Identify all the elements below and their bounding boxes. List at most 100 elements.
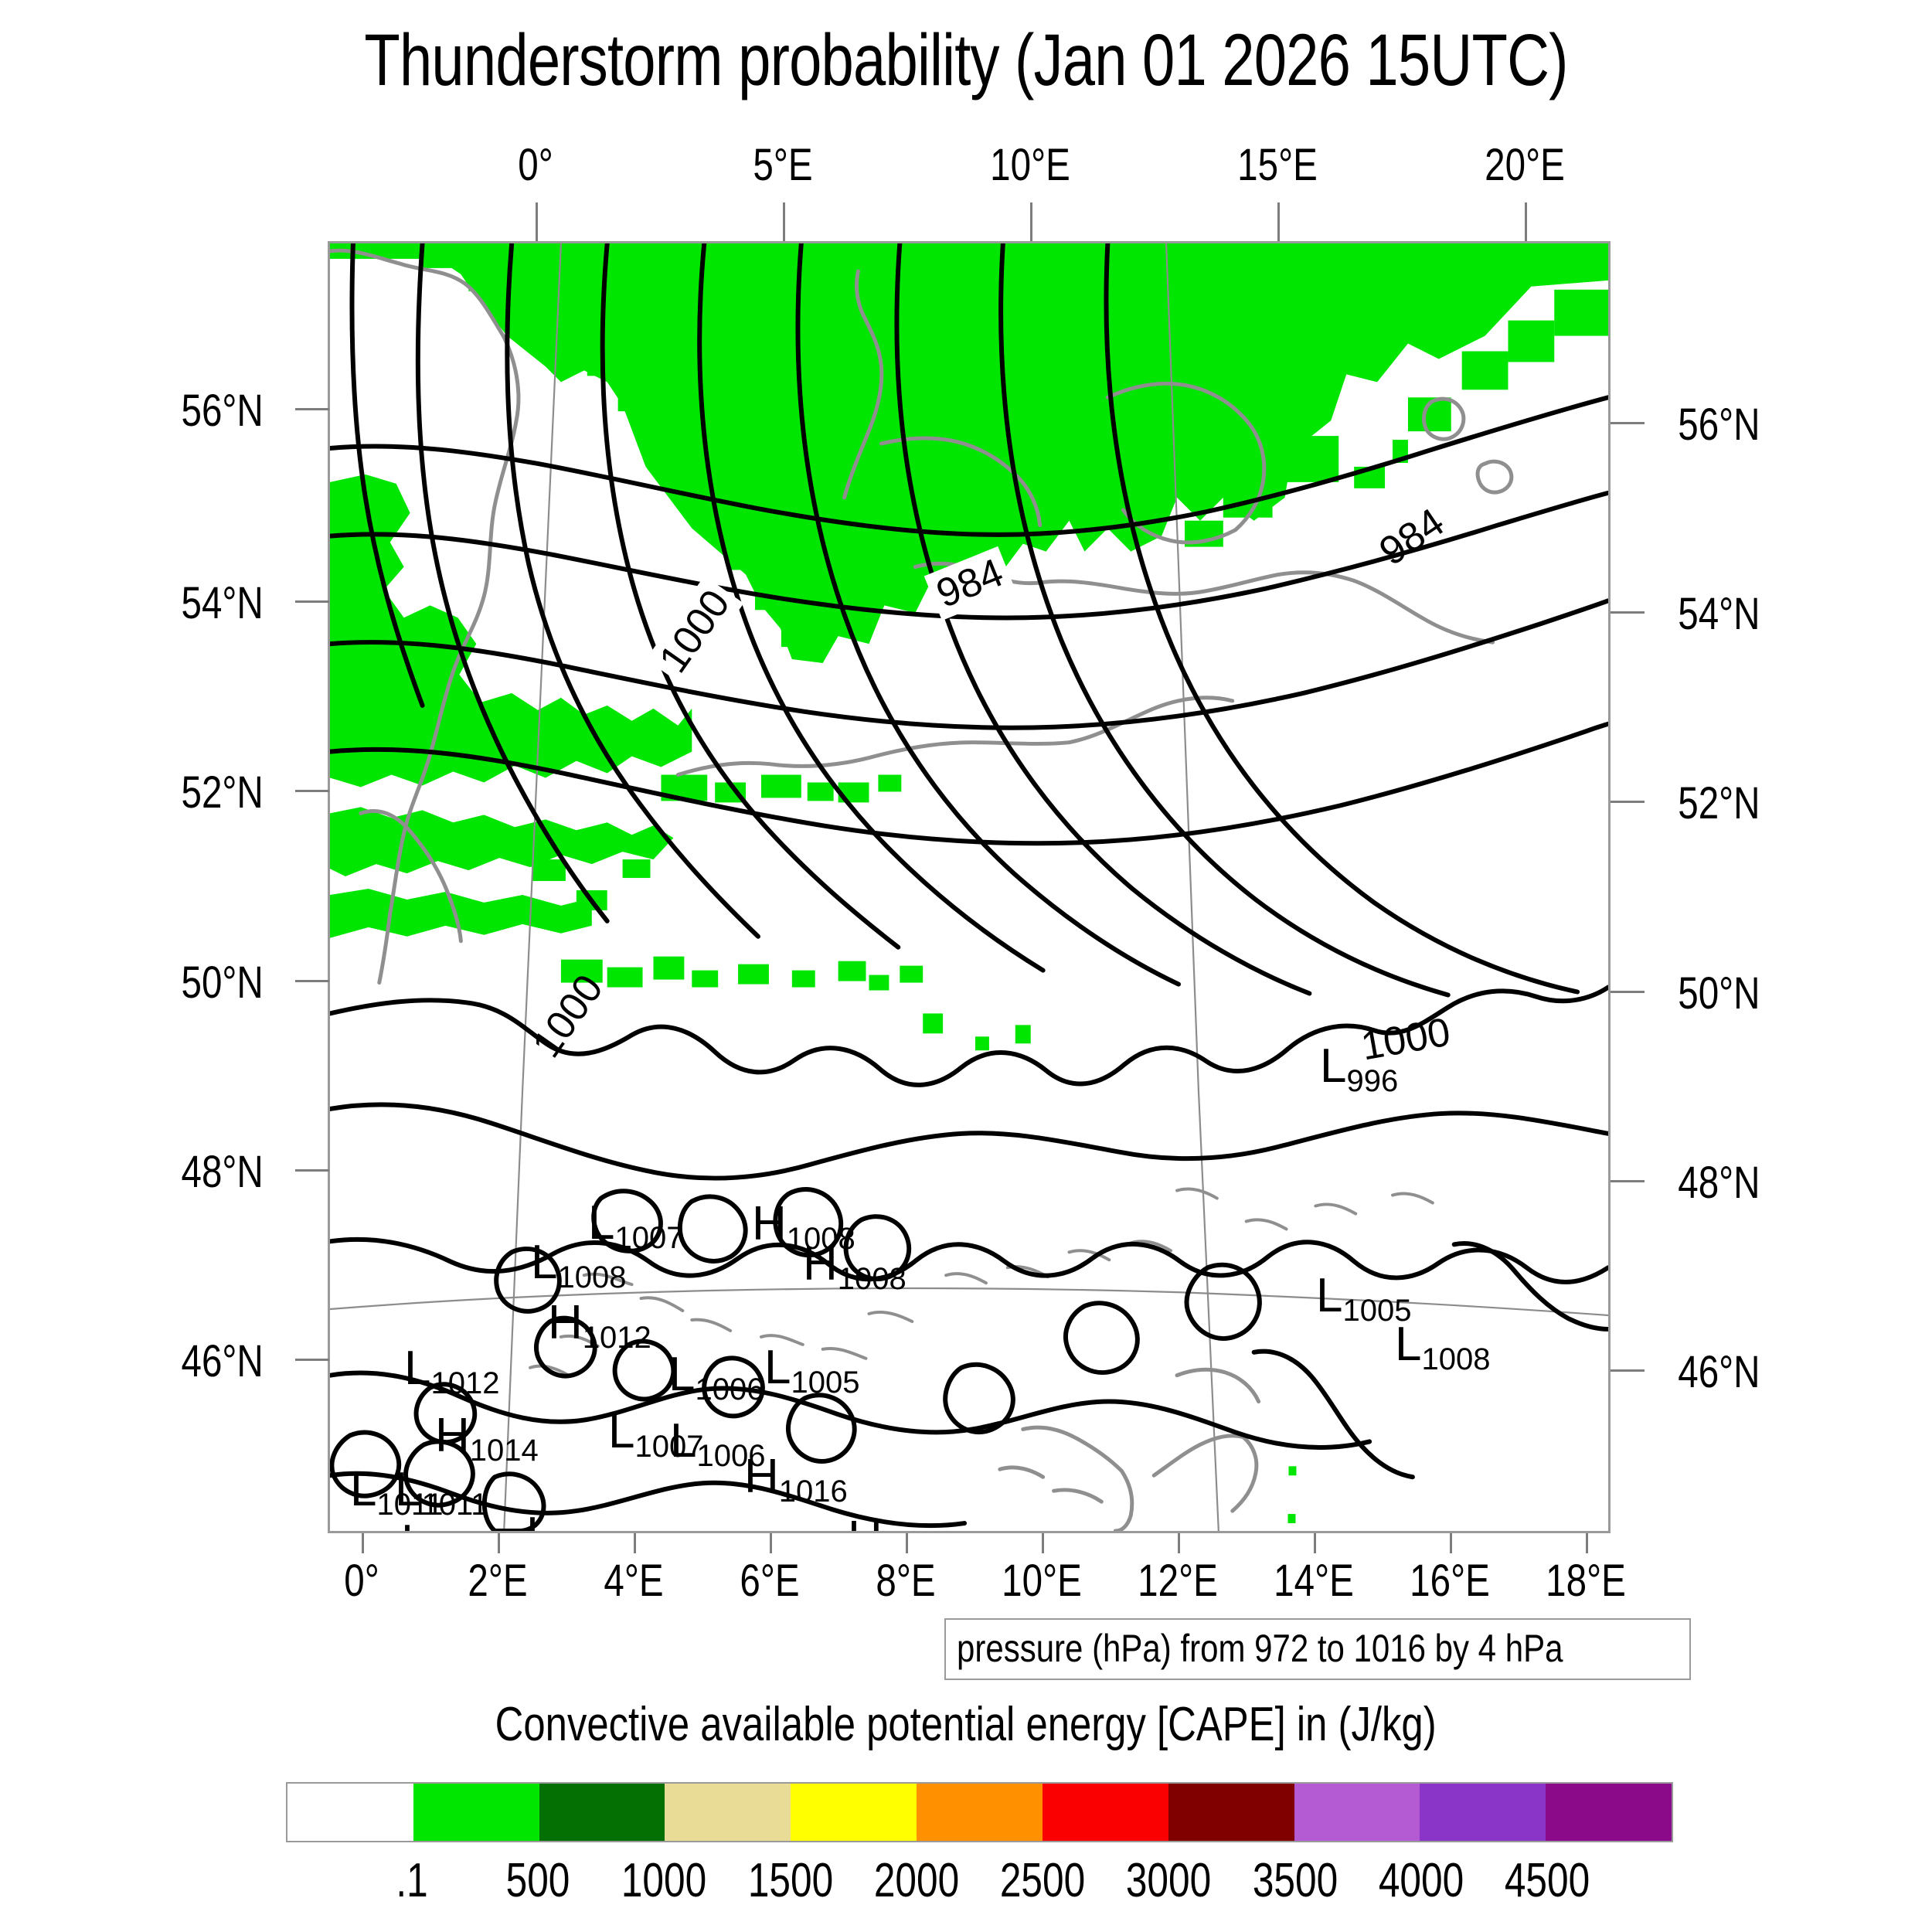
pressure-center-high: H101 [848, 1515, 934, 1532]
axis-label-right-1: 54°N [1678, 589, 1760, 639]
colorbar-label-1: 500 [505, 1854, 570, 1907]
axis-label-top-1: 5°E [753, 140, 813, 190]
pressure-interval-text: pressure (hPa) from 972 to 1016 by 4 hPa [957, 1627, 1563, 1670]
axis-label-top-3: 15°E [1237, 140, 1318, 190]
axis-label-top-2: 10°E [990, 140, 1070, 190]
colorbar-swatch-6[interactable] [1042, 1784, 1168, 1841]
colorbar-swatch-7[interactable] [1168, 1784, 1294, 1841]
axis-tick-left [295, 408, 329, 410]
axis-label-top-0: 0° [518, 140, 553, 190]
colorbar-label-2: 1000 [621, 1854, 707, 1907]
axis-label-bottom-1: 2°E [468, 1556, 528, 1606]
pressure-center-low: L996 [1320, 1039, 1399, 1098]
axis-label-left-3: 50°N [181, 957, 264, 1008]
axis-tick-bottom [1178, 1533, 1180, 1553]
axis-label-bottom-9: 18°E [1546, 1556, 1626, 1606]
colorbar-swatch-9[interactable] [1420, 1784, 1546, 1841]
pressure-center-low: L1007 [608, 1405, 704, 1464]
axis-tick-bottom [906, 1533, 908, 1553]
colorbar-swatch-3[interactable] [665, 1784, 791, 1841]
coastlines [330, 248, 1514, 1531]
axis-label-left-2: 52°N [181, 767, 264, 818]
axis-tick-bottom [1450, 1533, 1452, 1553]
axis-label-bottom-8: 16°E [1410, 1556, 1490, 1606]
colorbar-swatch-2[interactable] [539, 1784, 665, 1841]
axis-label-bottom-4: 8°E [876, 1556, 936, 1606]
colorbar-label-5: 2500 [999, 1854, 1086, 1907]
axis-tick-right [1611, 991, 1645, 993]
axis-label-bottom-0: 0° [344, 1556, 379, 1606]
cape-shading-band-1 [330, 243, 1608, 1524]
graticule [330, 243, 1608, 1531]
axis-tick-bottom [770, 1533, 772, 1553]
axis-tick-left [295, 1169, 329, 1172]
axis-label-bottom-5: 10°E [1002, 1556, 1082, 1606]
colorbar-swatch-0[interactable] [287, 1784, 413, 1841]
pressure-center-high: H1012 [548, 1296, 651, 1355]
axis-tick-top [1525, 202, 1527, 241]
pressure-center-high: H1008 [752, 1197, 855, 1256]
colorbar-label-7: 3500 [1252, 1854, 1338, 1907]
pressure-center-high: H1008 [803, 1237, 906, 1296]
axis-tick-top [783, 202, 785, 241]
colorbar-label-4: 2000 [873, 1854, 960, 1907]
axis-label-right-3: 50°N [1678, 968, 1760, 1019]
colorbar-label-3: 1500 [747, 1854, 834, 1907]
isobar-contours [330, 243, 1608, 1531]
axis-tick-bottom [1586, 1533, 1588, 1553]
cape-colorbar[interactable] [286, 1782, 1673, 1842]
axis-tick-top [536, 202, 538, 241]
axis-label-left-4: 48°N [181, 1147, 264, 1197]
axis-tick-left [295, 600, 329, 603]
pressure-center-low: L1008 [531, 1236, 627, 1294]
cape-caption-text: Convective available potential energy [C… [495, 1698, 1437, 1751]
colorbar-swatch-8[interactable] [1294, 1784, 1420, 1841]
pressure-center-low: L1007 [588, 1196, 684, 1255]
axis-tick-top [1277, 202, 1280, 241]
axis-tick-right [1611, 801, 1645, 803]
pressure-center-low: L1011 [350, 1463, 444, 1522]
cape-caption: Convective available potential energy [C… [0, 1697, 1932, 1752]
axis-tick-right [1611, 1369, 1645, 1372]
colorbar-swatch-5[interactable] [917, 1784, 1043, 1841]
pressure-center-low: L1008 [1395, 1318, 1491, 1376]
pressure-center-low: L1007 [526, 1511, 621, 1532]
colorbar-swatch-4[interactable] [791, 1784, 917, 1841]
axis-tick-left [295, 790, 329, 792]
axis-label-left-5: 46°N [181, 1336, 264, 1386]
pressure-center-low: L1006 [670, 1414, 766, 1473]
pressure-center-low: L1005 [764, 1341, 860, 1400]
colorbar-swatch-10[interactable] [1546, 1784, 1672, 1841]
axis-tick-left [295, 1359, 329, 1361]
axis-label-right-4: 48°N [1678, 1158, 1760, 1208]
axis-label-left-1: 54°N [181, 578, 264, 628]
map-panel[interactable]: 1000 984 984 1000 1000 L996 L1007 H1008 … [328, 241, 1611, 1533]
colorbar-swatch-1[interactable] [413, 1784, 539, 1841]
axis-label-right-5: 46°N [1678, 1347, 1760, 1397]
page-title: Thunderstorm probability (Jan 01 2026 15… [364, 19, 1568, 101]
pressure-center-low: L1011 [401, 1519, 495, 1532]
axis-tick-bottom [362, 1533, 364, 1553]
axis-label-top-4: 20°E [1485, 140, 1565, 190]
pressure-center-low: L1005 [1316, 1269, 1412, 1328]
pressure-center-low: L1011 [395, 1463, 488, 1522]
axis-tick-left [295, 980, 329, 982]
axis-tick-bottom [1314, 1533, 1316, 1553]
pressure-interval-note: pressure (hPa) from 972 to 1016 by 4 hPa [944, 1618, 1691, 1680]
pressure-center-low: L1006 [668, 1348, 764, 1406]
axis-tick-bottom [634, 1533, 636, 1553]
axis-tick-bottom [1042, 1533, 1044, 1553]
axis-label-left-0: 56°N [181, 386, 264, 436]
axis-tick-right [1611, 1180, 1645, 1182]
axis-label-right-0: 56°N [1678, 400, 1760, 450]
colorbar-label-8: 4000 [1378, 1854, 1464, 1907]
colorbar-tick-labels: .1 500 1000 1500 2000 2500 3000 3500 400… [286, 1853, 1673, 1915]
axis-label-right-2: 52°N [1678, 778, 1760, 828]
axis-label-bottom-6: 12°E [1138, 1556, 1218, 1606]
axis-tick-top [1030, 202, 1032, 241]
pressure-center-low: L1012 [404, 1342, 500, 1400]
axis-label-bottom-3: 6°E [740, 1556, 800, 1606]
axis-label-bottom-2: 4°E [604, 1556, 664, 1606]
pressure-center-high: H1014 [435, 1409, 539, 1468]
axis-tick-bottom [498, 1533, 500, 1553]
